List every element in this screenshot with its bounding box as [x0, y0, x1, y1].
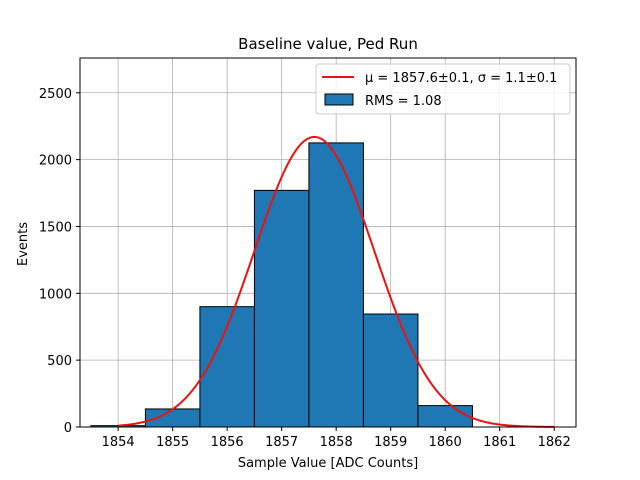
histogram-bar [362, 313, 419, 428]
x-tick-label: 1860 [429, 435, 462, 450]
x-tick-label: 1854 [102, 435, 135, 450]
y-tick-label: 1000 [39, 287, 72, 302]
histogram-bar [417, 405, 473, 428]
x-tick-label: 1857 [265, 435, 298, 450]
x-tick-label: 1862 [538, 435, 571, 450]
histogram-bar [308, 142, 364, 428]
y-tick-label: 1500 [39, 220, 72, 235]
y-tick-label: 500 [47, 354, 72, 369]
chart-title: Baseline value, Ped Run [238, 35, 418, 53]
x-tick-label: 1856 [211, 435, 244, 450]
y-tick-label: 2500 [39, 87, 72, 102]
y-axis-label: Events [16, 222, 31, 266]
x-axis-ticks: 1854 1855 1856 1857 1858 1859 1860 1861 1862 [102, 427, 571, 450]
legend-fit-label: μ = 1857.6±0.1, σ = 1.1±0.1 [365, 71, 557, 86]
legend: μ = 1857.6±0.1, σ = 1.1±0.1 RMS = 1.08 [315, 63, 571, 115]
legend-hist-label: RMS = 1.08 [365, 94, 442, 109]
x-axis-label: Sample Value [ADC Counts] [238, 456, 418, 471]
y-tick-label: 0 [64, 421, 72, 436]
legend-hist-swatch [324, 93, 354, 106]
gaussian-fit-curve [118, 135, 555, 428]
y-tick-label: 2000 [39, 154, 72, 169]
plot-frame [79, 57, 577, 428]
x-tick-label: 1859 [374, 435, 407, 450]
histogram-bar [253, 189, 310, 428]
x-tick-label: 1855 [156, 435, 189, 450]
legend-box [315, 63, 571, 115]
y-axis-ticks: 0 500 1000 1500 2000 2500 [39, 87, 80, 436]
x-tick-label: 1861 [483, 435, 516, 450]
x-tick-label: 1858 [320, 435, 353, 450]
